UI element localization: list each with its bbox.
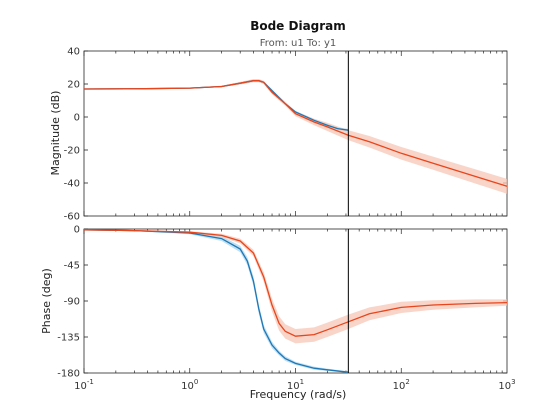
magnitude-y-tick-label: 20 [67, 80, 80, 91]
magnitude-y-tick-label: 40 [67, 47, 80, 58]
magnitude-y-tick-label: 0 [74, 113, 80, 124]
magnitude-y-tick-label: -20 [64, 146, 80, 157]
x-axis-label: Frequency (rad/s) [250, 388, 347, 401]
phase-y-tick-label: -90 [64, 297, 80, 308]
magnitude-y-axis-label: Magnitude (dB) [49, 91, 62, 176]
chart-title: Bode Diagram [250, 19, 346, 33]
phase-series-0-line [83, 229, 349, 373]
phase-y-tick-label: 0 [74, 225, 80, 236]
chart-subtitle: From: u1 To: y1 [260, 38, 337, 49]
x-tick-label: 10-1 [74, 378, 94, 392]
magnitude-series-1-line [83, 80, 508, 187]
phase-y-tick-label: -45 [64, 261, 80, 272]
phase-series-1-line [83, 229, 508, 337]
magnitude-plot-frame [83, 50, 508, 217]
phase-y-axis-label: Phase (deg) [40, 268, 53, 334]
magnitude-y-tick-label: -40 [64, 179, 80, 190]
x-tick-label: 100 [181, 378, 198, 392]
phase-y-tick-label: -180 [57, 369, 80, 380]
x-tick-label: 102 [393, 378, 410, 392]
magnitude-y-tick-label: -60 [64, 212, 80, 223]
magnitude-axes: 40 20 0 -20 -40 -60 [64, 47, 508, 223]
x-tick-label: 103 [498, 378, 515, 392]
phase-y-tick-label: -135 [57, 333, 80, 344]
x-tick-label: 101 [287, 378, 304, 392]
